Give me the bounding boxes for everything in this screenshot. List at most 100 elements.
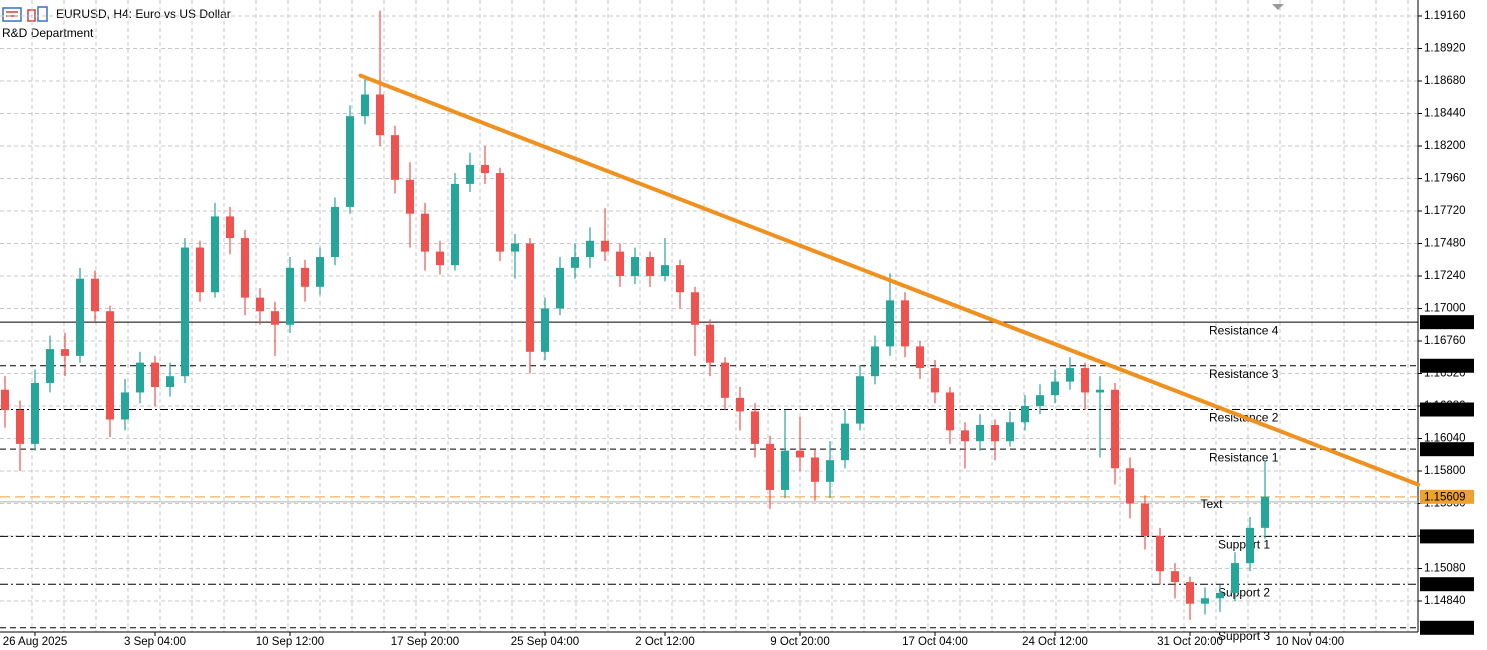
candle-body xyxy=(1171,571,1179,583)
y-tick-label: 1.18680 xyxy=(1424,75,1466,87)
price-badge xyxy=(1420,577,1474,592)
candle-body xyxy=(961,430,969,442)
level-label: Resistance 4 xyxy=(1209,323,1279,337)
candle-body xyxy=(1006,422,1014,442)
candle-body xyxy=(76,278,84,356)
x-tick-label: 10 Sep 12:00 xyxy=(256,636,324,648)
candle-body xyxy=(646,257,654,276)
x-tick-label: 25 Sep 04:00 xyxy=(511,636,579,648)
x-tick-label: 24 Oct 12:00 xyxy=(1022,636,1088,648)
level-label: Support 2 xyxy=(1218,585,1270,599)
candle-body xyxy=(346,116,354,207)
candle-body xyxy=(241,238,249,298)
price-badge xyxy=(1420,442,1474,457)
candle-body xyxy=(136,362,144,393)
candle-body xyxy=(1231,563,1239,593)
candle-body xyxy=(196,247,204,293)
candle-body xyxy=(1156,535,1164,572)
candle-body xyxy=(376,94,384,136)
candle-body xyxy=(301,267,309,287)
y-tick-label: 1.18200 xyxy=(1424,140,1466,152)
candle-body xyxy=(1216,592,1224,599)
candle-body xyxy=(631,257,639,276)
chart-subtitle: R&D Department xyxy=(2,26,94,40)
candle-body xyxy=(46,349,54,383)
candle-body xyxy=(1051,381,1059,396)
candle-body xyxy=(211,216,219,293)
candle-body xyxy=(1261,496,1269,528)
price-badge-label: 1.16577 xyxy=(1424,360,1466,372)
candle-body xyxy=(736,397,744,412)
price-badge xyxy=(1420,358,1474,373)
y-tick-label: 1.18920 xyxy=(1424,43,1466,55)
candle-body xyxy=(1201,598,1209,604)
candle-body xyxy=(166,376,174,388)
candle-body xyxy=(1036,395,1044,406)
candle-body xyxy=(751,411,759,444)
icon-list xyxy=(2,7,22,22)
candle-body xyxy=(1141,503,1149,536)
candle-body xyxy=(511,243,519,252)
candle-body xyxy=(1021,405,1029,423)
price-badge xyxy=(1420,402,1474,417)
price-badge xyxy=(1420,315,1474,330)
level-label: Support 3 xyxy=(1218,629,1270,643)
candle-body xyxy=(856,376,864,424)
candle-body xyxy=(436,251,444,266)
price-badge-label: 1.15609 xyxy=(1424,491,1466,503)
price-badge-label: 1.16254 xyxy=(1424,404,1466,416)
candle-body xyxy=(676,265,684,293)
candle-body xyxy=(826,460,834,482)
candle-body xyxy=(556,267,564,309)
candle-body xyxy=(496,173,504,252)
shift-marker xyxy=(1272,4,1284,10)
y-tick-label: 1.15800 xyxy=(1424,465,1466,477)
price-badge xyxy=(1420,489,1474,504)
candle-body xyxy=(1111,389,1119,469)
candle-body xyxy=(1126,468,1134,504)
candle-body xyxy=(916,346,924,369)
x-tick-label: 31 Oct 20:00 xyxy=(1157,636,1223,648)
level-label: Support 1 xyxy=(1218,538,1270,552)
level-label: Resistance 1 xyxy=(1209,450,1279,464)
candle-body xyxy=(106,311,114,420)
x-tick-label: 9 Oct 20:00 xyxy=(770,636,829,648)
candle-body xyxy=(601,240,609,252)
candle-body xyxy=(991,424,999,442)
x-tick-label: 17 Sep 20:00 xyxy=(391,636,459,648)
candle-body xyxy=(1081,368,1089,393)
y-tick-label: 1.19160 xyxy=(1424,10,1466,22)
candle-body xyxy=(286,267,294,325)
candle-body xyxy=(571,257,579,268)
candle-body xyxy=(706,324,714,363)
candle-body xyxy=(271,311,279,325)
y-tick-label: 1.16040 xyxy=(1424,433,1466,445)
trendline xyxy=(358,73,1420,487)
candle-body xyxy=(661,265,669,276)
candle-body xyxy=(781,450,789,490)
candle-body xyxy=(391,135,399,180)
y-tick-label: 1.17720 xyxy=(1424,205,1466,217)
candle-body xyxy=(886,300,894,347)
price-badge-label: 1.16899 xyxy=(1424,317,1466,329)
candle-body xyxy=(541,308,549,352)
candle-body xyxy=(946,392,954,431)
candle-body xyxy=(361,94,369,117)
y-tick-label: 1.17240 xyxy=(1424,270,1466,282)
y-tick-label: 1.18440 xyxy=(1424,108,1466,120)
candle-body xyxy=(16,410,24,444)
candle-body xyxy=(121,392,129,420)
candles xyxy=(1,10,1269,620)
candle-body xyxy=(316,257,324,287)
price-badge-label: 1.14964 xyxy=(1424,579,1466,591)
candle-body xyxy=(1096,389,1104,393)
x-tick-label: 10 Nov 04:00 xyxy=(1276,636,1344,648)
candle-body xyxy=(406,179,414,214)
x-tick-label: 2 Oct 12:00 xyxy=(635,636,694,648)
chart-title: EURUSD, H4: Euro vs US Dollar xyxy=(56,7,231,21)
candle-body xyxy=(526,243,534,352)
y-tick-label: 1.14840 xyxy=(1424,595,1466,607)
